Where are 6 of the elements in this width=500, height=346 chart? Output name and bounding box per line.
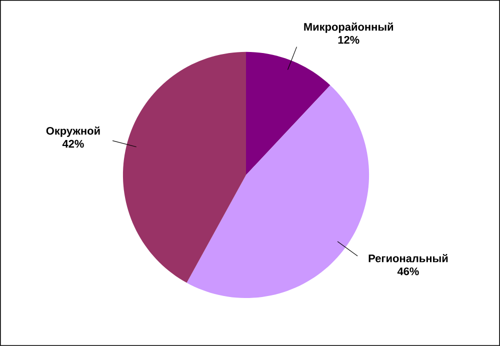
slice-label: Окружной: [46, 126, 100, 137]
data-label: 42%: [62, 140, 84, 148]
slice-label: Региональный: [368, 254, 448, 262]
data-label: 12%: [338, 36, 360, 44]
slice-label: Микрорайонный: [304, 22, 394, 33]
data-label: 46%: [397, 267, 419, 276]
